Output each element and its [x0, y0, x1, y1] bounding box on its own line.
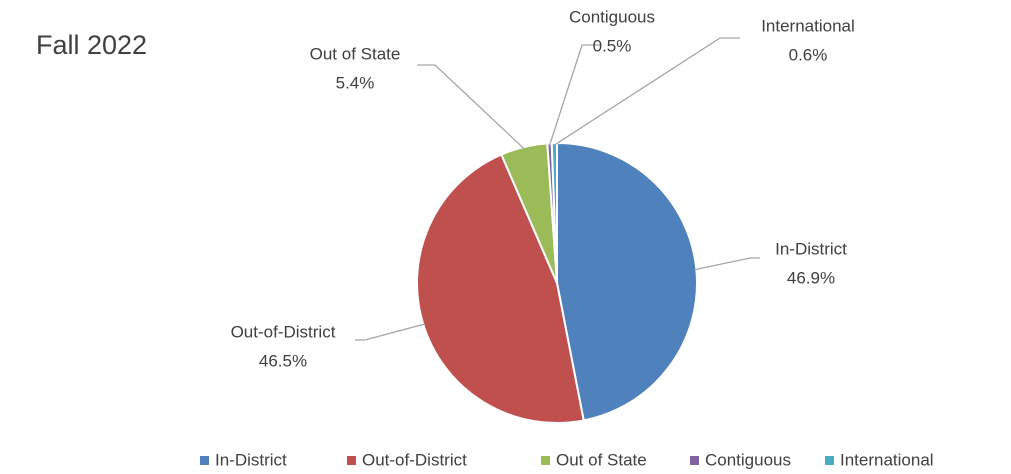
data-label-name: Out-of-District — [231, 322, 336, 341]
leader-line — [355, 323, 426, 341]
legend-swatch — [541, 456, 550, 465]
chart-title: Fall 2022 — [36, 30, 147, 60]
legend-label: Contiguous — [705, 450, 791, 469]
legend-swatch — [200, 456, 209, 465]
pie-slice — [556, 141, 698, 422]
leader-line — [694, 257, 760, 271]
data-label-value: 46.9% — [787, 268, 835, 287]
leader-line — [549, 44, 600, 146]
data-label-name: Contiguous — [569, 7, 655, 26]
data-label-value: 46.5% — [259, 351, 307, 370]
legend-swatch — [690, 456, 699, 465]
legend-label: In-District — [215, 450, 287, 469]
data-label-name: Out of State — [310, 44, 401, 63]
data-label-value: 5.4% — [336, 73, 375, 92]
legend-label: International — [840, 450, 934, 469]
legend-label: Out of State — [556, 450, 647, 469]
data-label-name: International — [761, 16, 855, 35]
data-label-value: 0.5% — [593, 36, 632, 55]
data-label-value: 0.6% — [789, 45, 828, 64]
legend-label: Out-of-District — [362, 450, 467, 469]
legend-swatch — [347, 456, 356, 465]
legend-swatch — [825, 456, 834, 465]
leader-line — [554, 37, 740, 146]
data-label-name: In-District — [775, 239, 847, 258]
leader-line — [417, 64, 525, 150]
